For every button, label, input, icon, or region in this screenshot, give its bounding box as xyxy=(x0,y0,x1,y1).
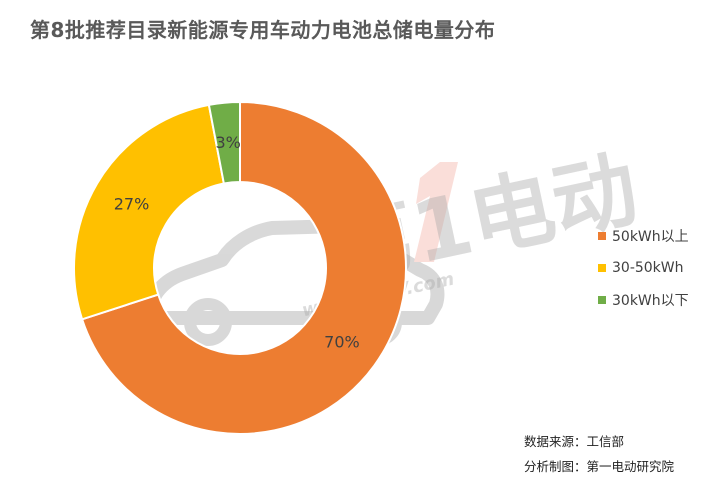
chart-legend: 50kWh以上 30-50kWh 30kWh以下 xyxy=(598,226,689,322)
data-source-note: 数据来源：工信部 xyxy=(524,434,625,449)
legend-swatch xyxy=(598,232,606,240)
legend-label: 30-50kWh xyxy=(612,260,684,276)
legend-item: 30kWh以下 xyxy=(598,290,689,310)
donut-slice xyxy=(73,103,226,321)
slice-data-label: 27% xyxy=(114,194,150,213)
legend-label: 30kWh以下 xyxy=(612,293,689,309)
legend-swatch xyxy=(598,296,606,304)
legend-item: 50kWh以上 xyxy=(598,226,689,246)
legend-item: 30-50kWh xyxy=(598,258,689,278)
donut-slice xyxy=(80,100,407,435)
slice-data-label: 70% xyxy=(324,333,360,352)
chart-title: 第8批推荐目录新能源专用车动力电池总储电量分布 xyxy=(30,18,496,42)
donut-slice xyxy=(207,100,241,185)
legend-label: 50kWh以上 xyxy=(612,229,689,245)
analysis-credit-note: 分析制图：第一电动研究院 xyxy=(524,459,675,474)
slice-data-label: 3% xyxy=(215,133,240,152)
legend-swatch xyxy=(598,264,606,272)
